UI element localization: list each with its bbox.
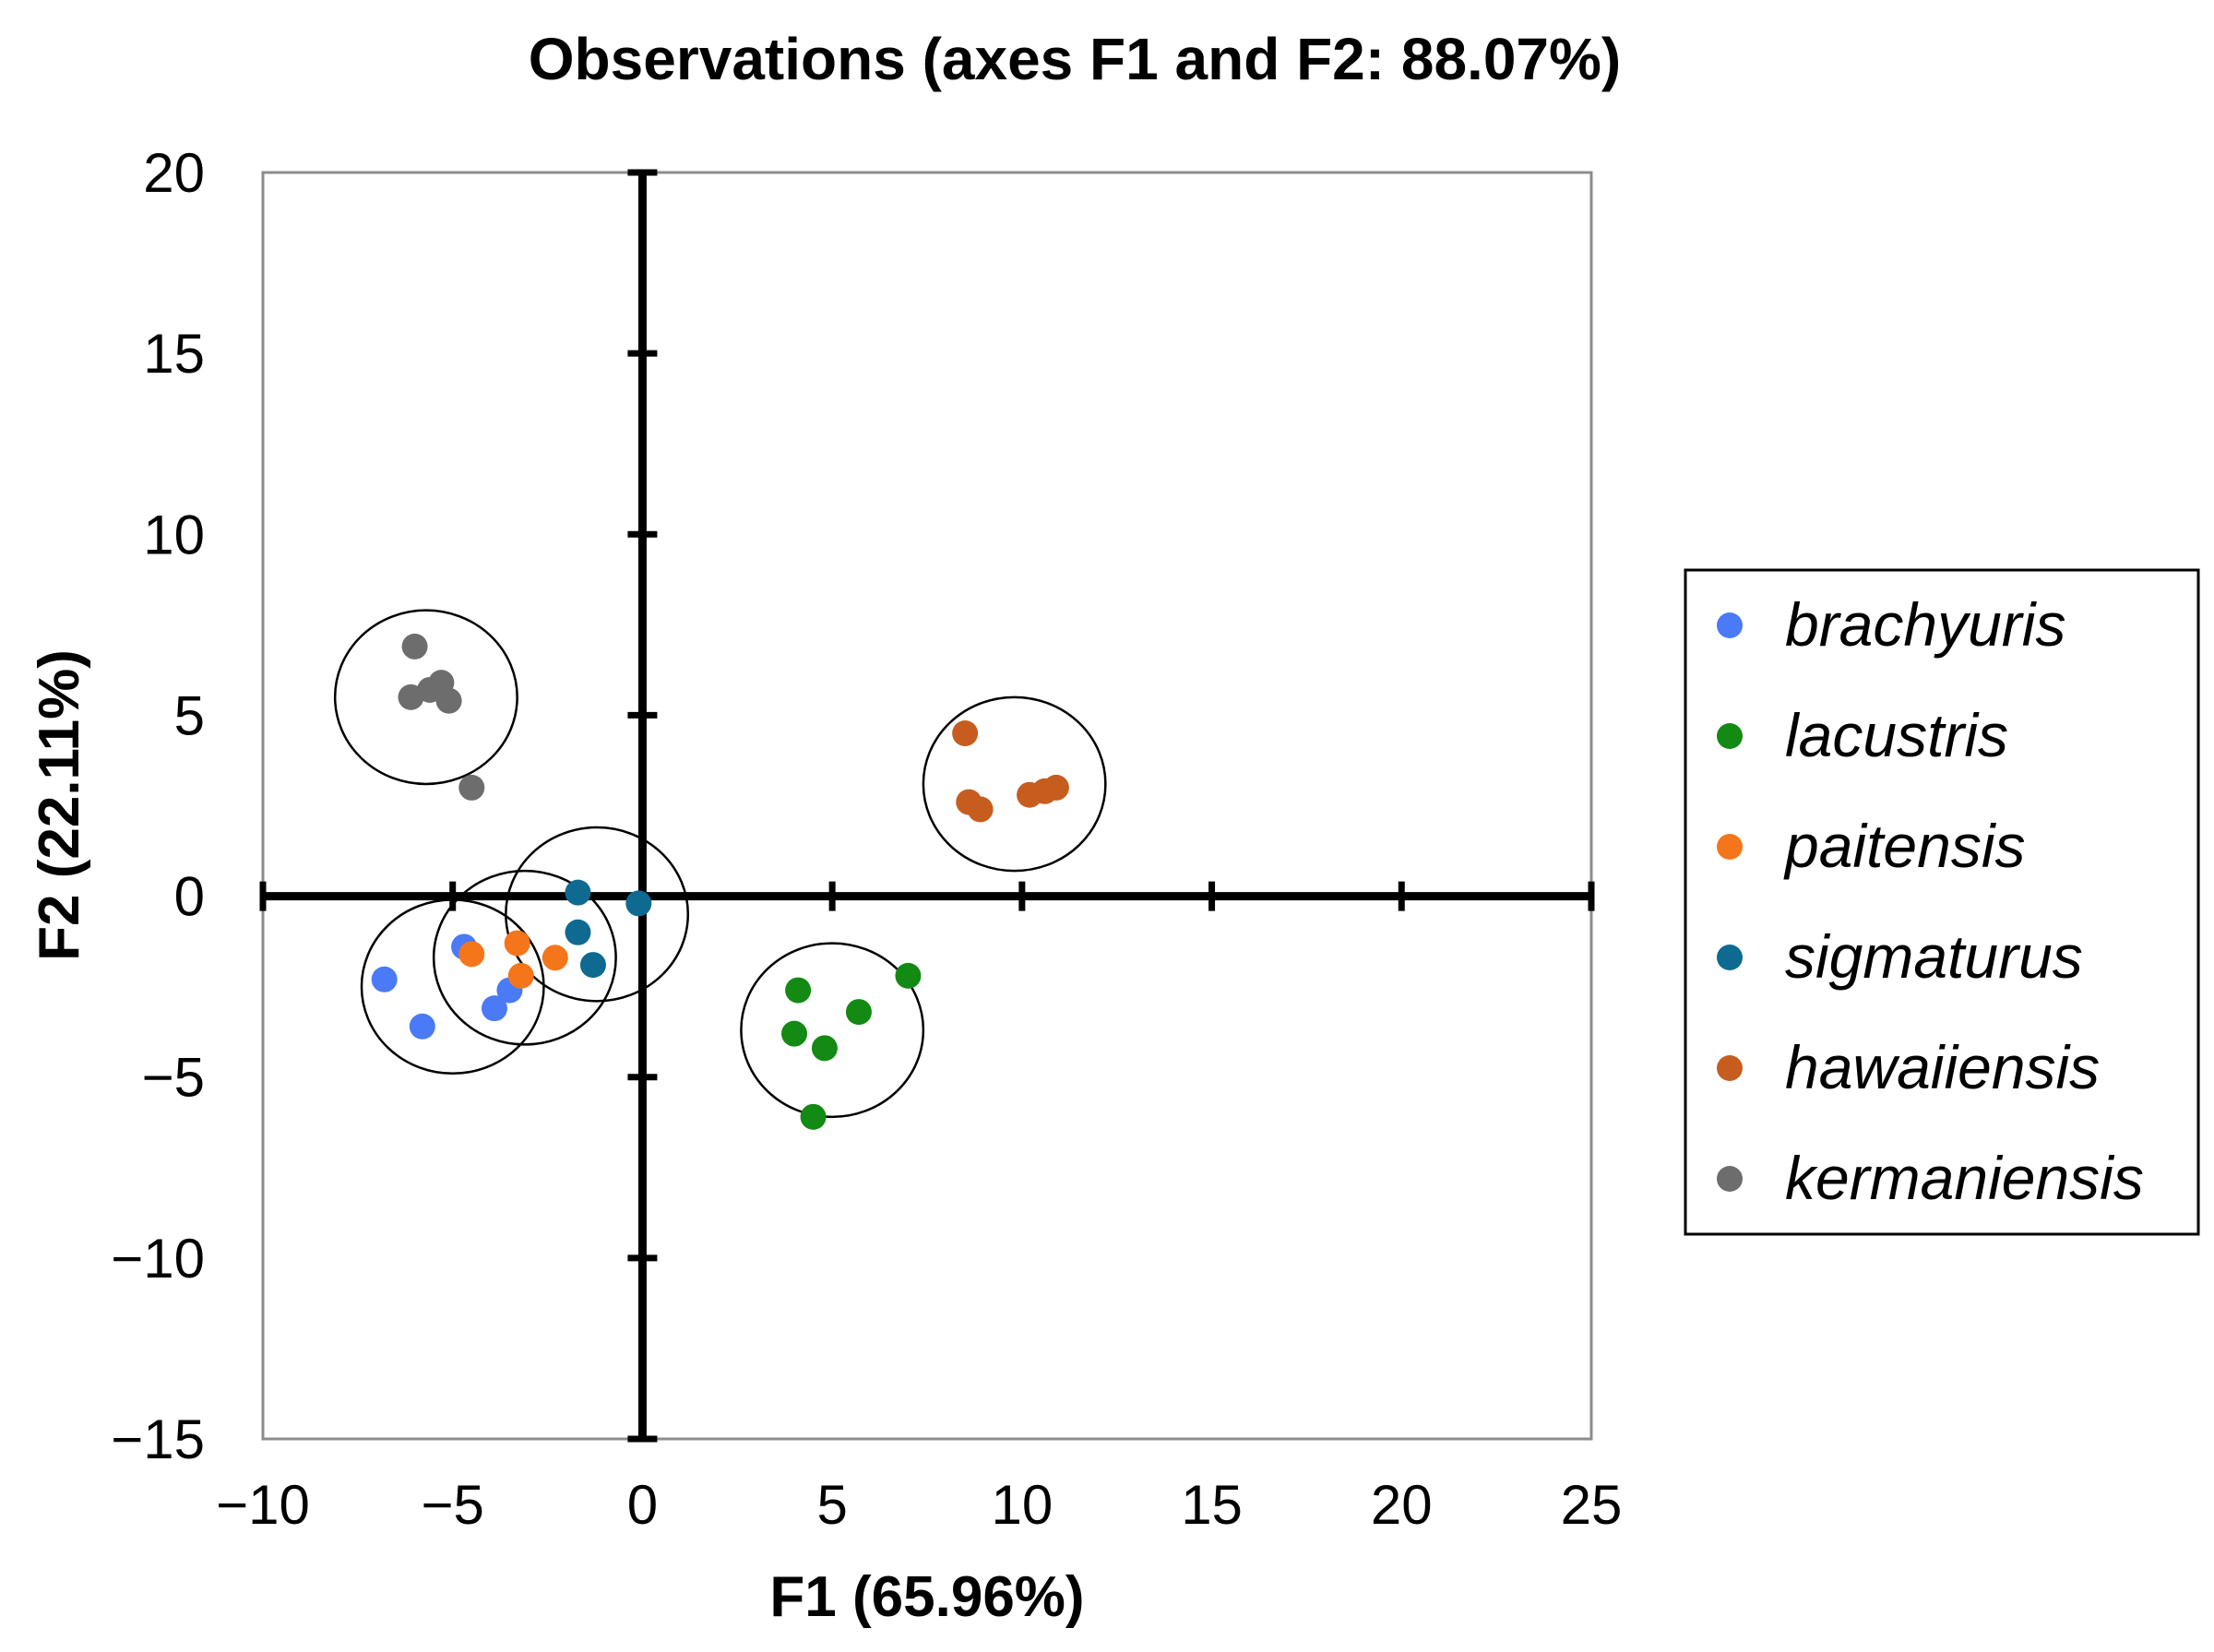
legend-label-hawaiiensis: hawaiiensis xyxy=(1785,1033,2100,1101)
point-lacustris xyxy=(845,999,872,1026)
cluster-ellipse-kermaniensis xyxy=(333,609,518,786)
point-paitensis xyxy=(458,941,485,968)
legend-box xyxy=(1684,568,2200,1236)
legend-marker-brachyuris xyxy=(1717,612,1743,638)
legend-label-kermaniensis: kermaniensis xyxy=(1785,1144,2144,1212)
point-brachyuris xyxy=(481,995,507,1022)
x-tick-label: −5 xyxy=(422,1474,484,1536)
point-paitensis xyxy=(507,962,534,989)
legend-label-paitensis: paitensis xyxy=(1783,812,2026,880)
point-sigmaturus xyxy=(625,890,652,917)
cluster-ellipse-sigmaturus xyxy=(505,826,690,1003)
x-tick-label: 25 xyxy=(1561,1474,1623,1536)
y-tick-label: −15 xyxy=(111,1408,205,1470)
cluster-ellipse-hawaiiensis xyxy=(922,695,1107,873)
point-hawaiiensis xyxy=(952,720,979,747)
x-tick-labels: −10 −5 0 5 10 15 20 25 xyxy=(216,1474,1622,1536)
point-lacustris xyxy=(800,1103,827,1130)
point-hawaiiensis xyxy=(967,796,994,823)
data-points xyxy=(371,633,1069,1130)
point-lacustris xyxy=(781,1020,807,1047)
x-axis-label: F1 (65.96%) xyxy=(769,1565,1084,1629)
point-hawaiiensis xyxy=(1042,774,1069,801)
zero-axes xyxy=(259,169,1595,1443)
point-lacustris xyxy=(785,977,812,1004)
point-sigmaturus xyxy=(565,919,591,945)
y-tick-label: 10 xyxy=(143,504,205,565)
point-sigmaturus xyxy=(565,879,591,906)
point-brachyuris xyxy=(409,1013,435,1040)
legend: brachyuris lacustris paitensis sigmaturus ha… xyxy=(1684,568,2200,1236)
x-tick-label: 5 xyxy=(816,1474,847,1536)
y-tick-labels: −15 −10 −5 0 5 10 15 20 xyxy=(111,142,205,1470)
point-kermaniensis xyxy=(458,774,485,801)
chart-title: Observations (axes F1 and F2: 88.07%) xyxy=(529,26,1621,92)
point-lacustris xyxy=(811,1035,838,1062)
legend-marker-paitensis xyxy=(1717,834,1743,860)
x-tick-label: 10 xyxy=(991,1474,1053,1536)
point-paitensis xyxy=(542,945,568,971)
x-tick-label: −10 xyxy=(216,1474,310,1536)
y-tick-label: 0 xyxy=(174,866,205,928)
point-lacustris xyxy=(895,962,922,989)
legend-label-lacustris: lacustris xyxy=(1785,701,2008,769)
y-tick-label: −10 xyxy=(111,1228,205,1290)
x-tick-label: 0 xyxy=(627,1474,658,1536)
legend-marker-sigmaturus xyxy=(1717,945,1743,970)
x-tick-label: 15 xyxy=(1181,1474,1243,1536)
legend-marker-hawaiiensis xyxy=(1717,1055,1743,1081)
y-tick-label: −5 xyxy=(142,1047,205,1109)
point-brachyuris xyxy=(371,966,398,992)
cluster-ellipse-lacustris xyxy=(740,942,925,1119)
y-tick-label: 20 xyxy=(143,142,205,204)
point-kermaniensis xyxy=(435,687,462,714)
x-tick-label: 20 xyxy=(1371,1474,1433,1536)
legend-marker-lacustris xyxy=(1717,723,1743,749)
y-tick-label: 15 xyxy=(143,323,205,385)
legend-marker-kermaniensis xyxy=(1717,1166,1743,1192)
y-axis-label: F2 (22.11%) xyxy=(28,649,91,961)
point-sigmaturus xyxy=(579,952,606,979)
legend-label-brachyuris: brachyuris xyxy=(1785,590,2065,659)
cluster-ellipse-paitensis xyxy=(432,869,617,1046)
point-kermaniensis xyxy=(401,633,428,660)
point-paitensis xyxy=(504,930,530,957)
y-tick-label: 5 xyxy=(174,684,205,746)
legend-label-sigmaturus: sigmaturus xyxy=(1785,922,2083,991)
legend-items: brachyuris lacustris paitensis sigmaturus ha… xyxy=(1717,590,2144,1212)
